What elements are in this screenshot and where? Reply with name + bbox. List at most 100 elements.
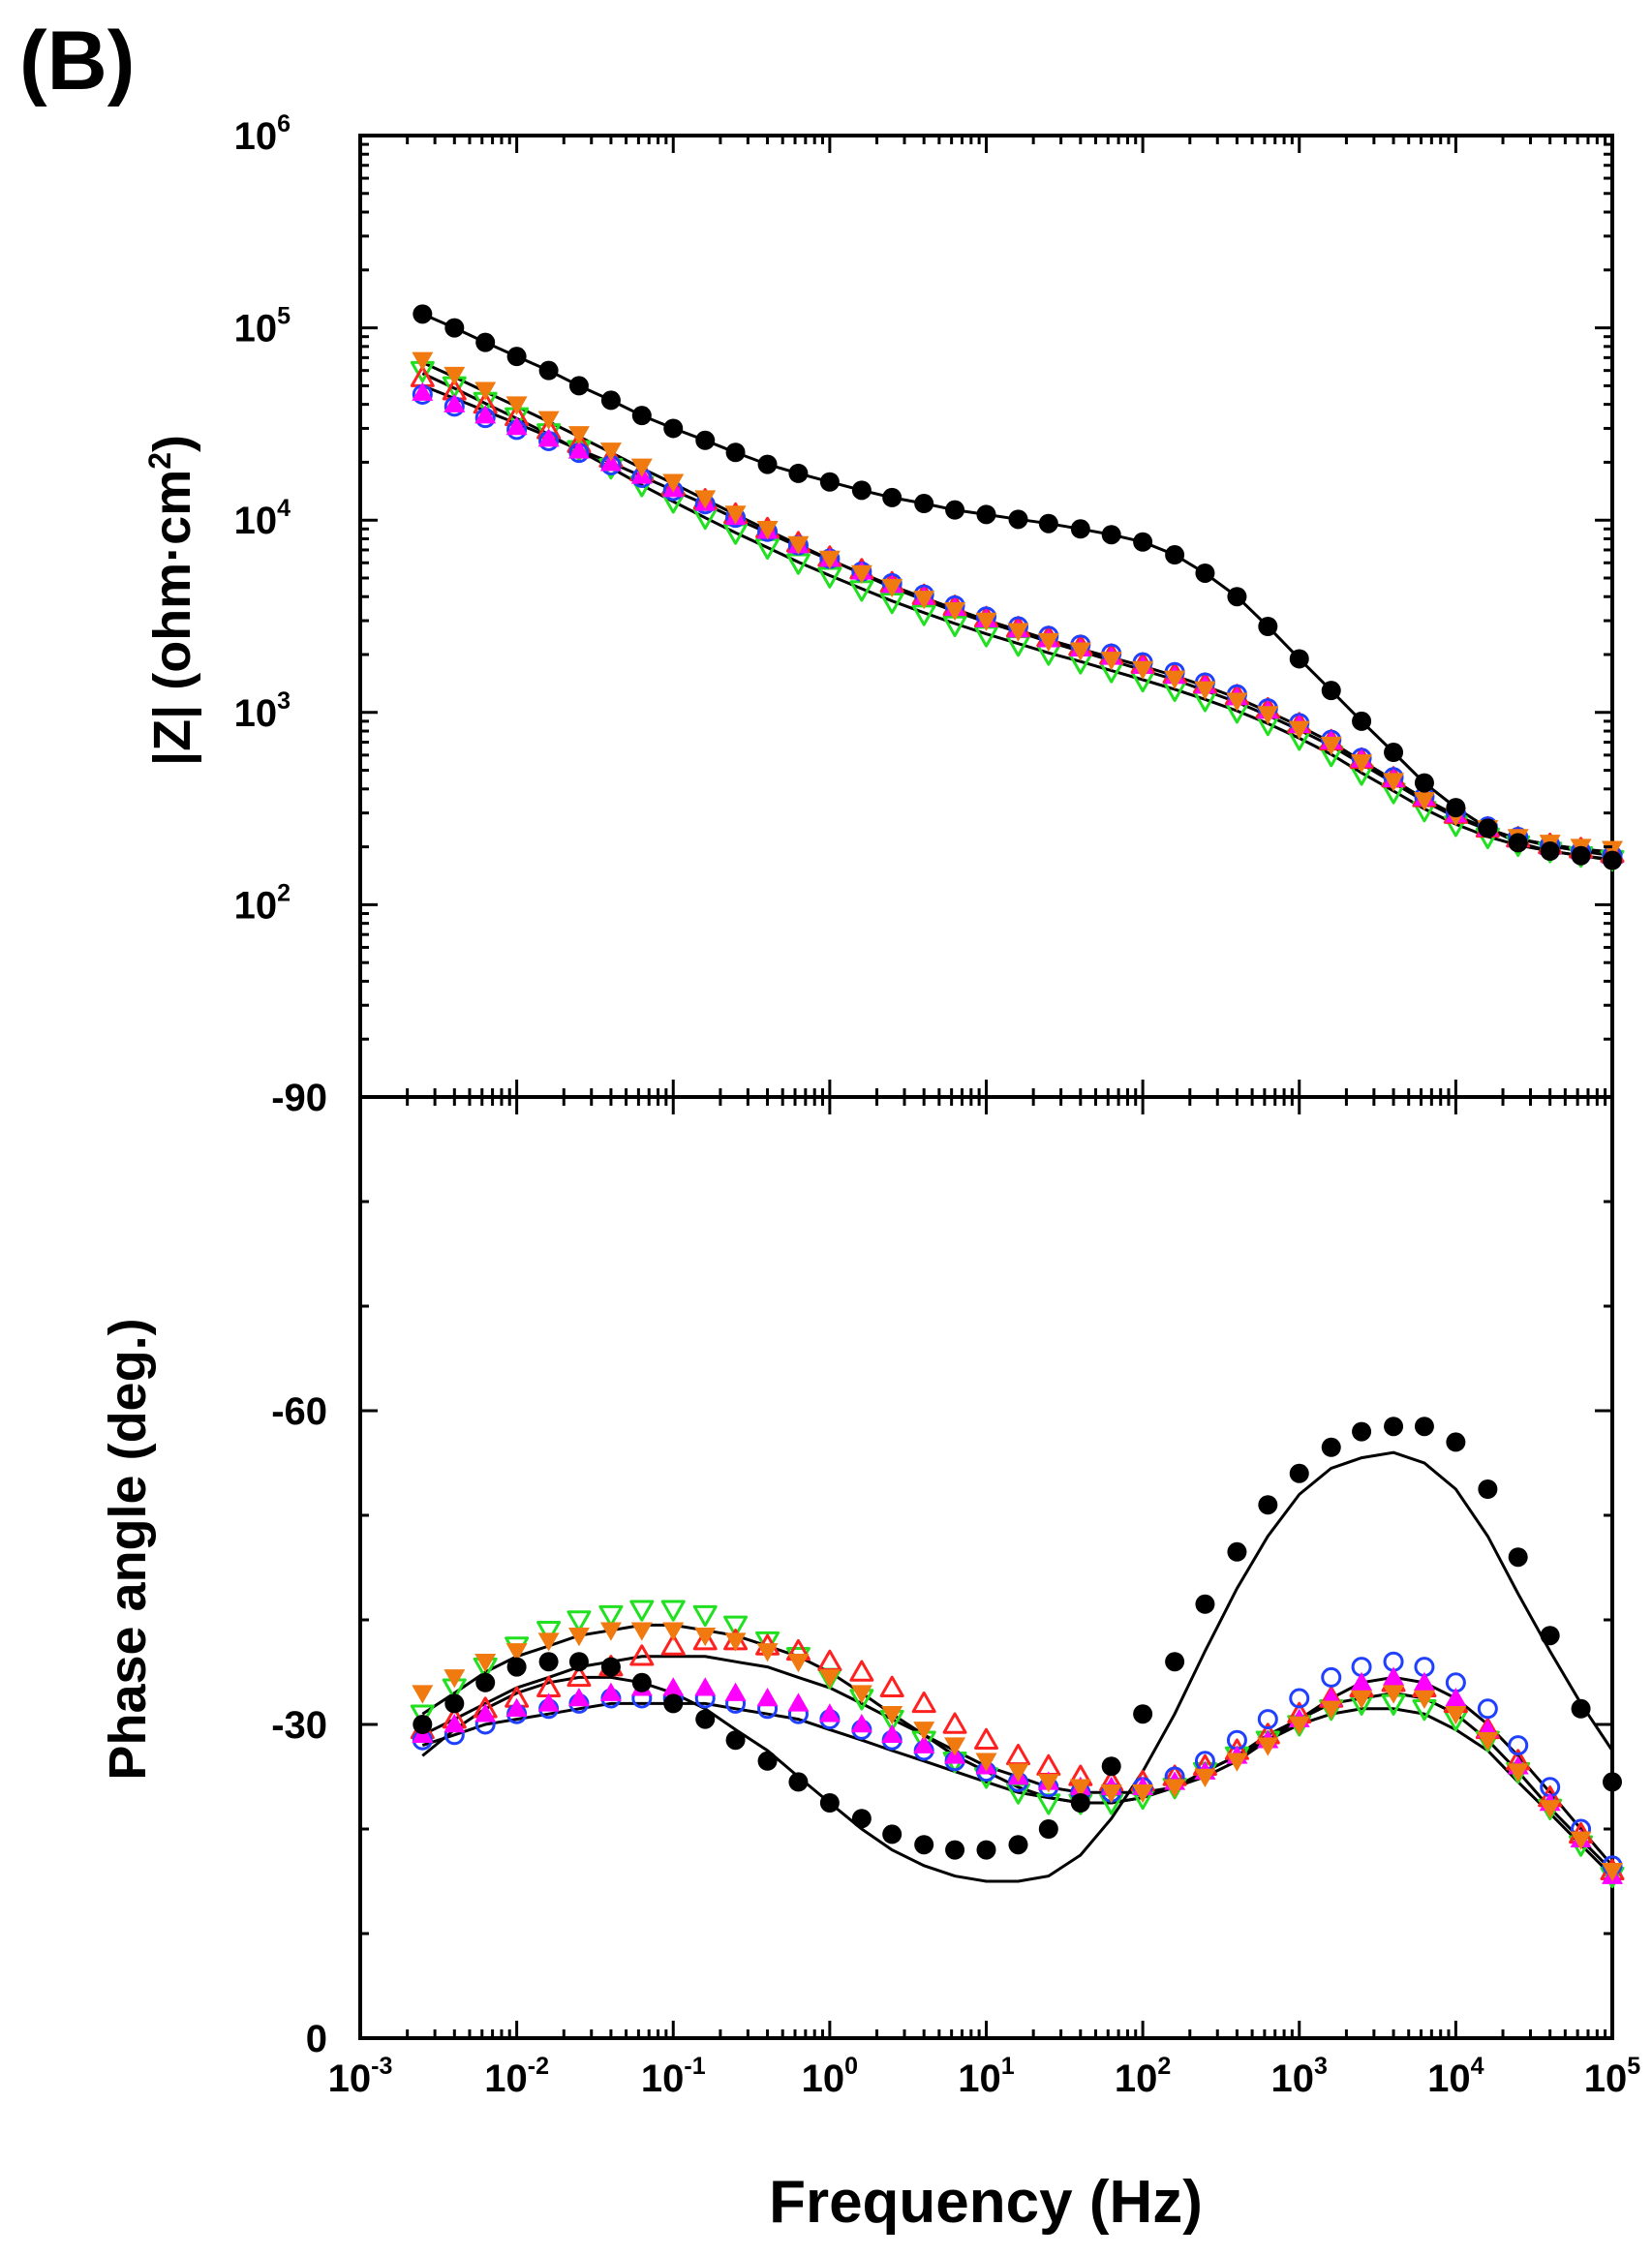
- data-point: [1540, 841, 1560, 862]
- data-point: [850, 1685, 872, 1704]
- data-point: [538, 1652, 559, 1672]
- data-point: [1508, 1735, 1529, 1756]
- data-point: [1069, 642, 1091, 661]
- data-point: [818, 1669, 841, 1689]
- data-point: [882, 487, 902, 507]
- data-point: [913, 1722, 935, 1741]
- data-point: [1288, 1716, 1310, 1735]
- data-point: [944, 1737, 966, 1756]
- data-point: [444, 318, 465, 338]
- data-point: [1258, 616, 1278, 636]
- data-point: [566, 1610, 592, 1632]
- data-point: [849, 1660, 874, 1682]
- data-point: [1477, 1731, 1499, 1752]
- data-point: [881, 578, 903, 598]
- data-point: [787, 1692, 810, 1712]
- data-point: [1164, 1779, 1186, 1798]
- data-point: [945, 1840, 965, 1860]
- data-point: [1507, 1763, 1529, 1783]
- data-point: [1133, 1704, 1153, 1724]
- y-tick-label: 104: [234, 495, 291, 542]
- data-point: [851, 480, 872, 501]
- data-point: [819, 472, 840, 492]
- data-point: [1603, 850, 1622, 870]
- data-point: [599, 1622, 622, 1641]
- data-point: [444, 1714, 466, 1733]
- data-point: [474, 381, 497, 401]
- data-point: [506, 1657, 527, 1677]
- x-tick-label: 10-2: [484, 2053, 549, 2100]
- data-point: [631, 406, 652, 426]
- data-point: [1384, 743, 1404, 763]
- data-point: [757, 1751, 778, 1771]
- data-point: [850, 1714, 872, 1733]
- data-point: [566, 1664, 592, 1688]
- data-point: [662, 1622, 685, 1641]
- data-point: [1413, 1690, 1435, 1709]
- data-point: [600, 1657, 621, 1677]
- data-point: [788, 463, 809, 483]
- data-point: [474, 1653, 497, 1673]
- data-point: [976, 1840, 996, 1860]
- data-point: [1413, 1671, 1435, 1692]
- data-point: [850, 564, 872, 584]
- data-point: [474, 1703, 497, 1722]
- data-point: [787, 535, 810, 556]
- data-point: [1603, 1772, 1622, 1792]
- data-point: [1165, 1652, 1185, 1672]
- data-point: [879, 1675, 904, 1697]
- y-tick-label: 102: [234, 879, 291, 927]
- data-point: [475, 1672, 496, 1692]
- data-point: [1070, 519, 1090, 539]
- data-point: [1100, 1783, 1122, 1804]
- data-point: [413, 304, 433, 324]
- data-point: [538, 360, 559, 381]
- data-point: [724, 1682, 747, 1701]
- data-point: [1571, 1698, 1591, 1719]
- data-point: [913, 1734, 935, 1753]
- data-point: [1008, 1835, 1028, 1855]
- data-point: [881, 1705, 903, 1725]
- data-point: [819, 1793, 840, 1813]
- data-point: [1321, 1437, 1341, 1457]
- data-point: [757, 454, 778, 474]
- data-point: [976, 504, 996, 525]
- data-point: [1383, 1685, 1405, 1704]
- data-point: [1288, 720, 1310, 740]
- data-point: [945, 500, 965, 520]
- data-point: [913, 591, 935, 610]
- data-point: [1602, 1862, 1623, 1882]
- data-point: [599, 1682, 622, 1701]
- data-point: [1413, 792, 1435, 811]
- data-point: [818, 550, 841, 570]
- data-point: [1289, 1463, 1309, 1483]
- y-tick-label: -60: [271, 1390, 327, 1433]
- data-point: [787, 1653, 810, 1673]
- data-point: [599, 452, 622, 472]
- data-point: [914, 1835, 934, 1855]
- data-point: [1383, 773, 1405, 792]
- data-point: [1321, 1666, 1342, 1688]
- data-point: [1446, 1432, 1466, 1452]
- data-point: [505, 1643, 528, 1662]
- data-point: [1008, 509, 1028, 530]
- data-point: [1445, 1705, 1467, 1725]
- data-point: [660, 1600, 686, 1622]
- data-point: [1352, 711, 1372, 731]
- data-point: [412, 381, 434, 401]
- data-point: [444, 393, 466, 412]
- fit-line: [421, 312, 1613, 863]
- data-point: [851, 1809, 872, 1829]
- data-point: [694, 1627, 717, 1647]
- data-point: [1038, 513, 1058, 534]
- data-point: [1571, 845, 1591, 866]
- data-point: [818, 1703, 841, 1722]
- data-point: [882, 1824, 902, 1844]
- data-point: [1007, 1763, 1029, 1783]
- data-point: [1005, 1743, 1030, 1766]
- data-point: [444, 1693, 465, 1714]
- data-point: [1351, 1671, 1373, 1692]
- data-point: [1069, 1779, 1091, 1798]
- data-point: [567, 1627, 590, 1647]
